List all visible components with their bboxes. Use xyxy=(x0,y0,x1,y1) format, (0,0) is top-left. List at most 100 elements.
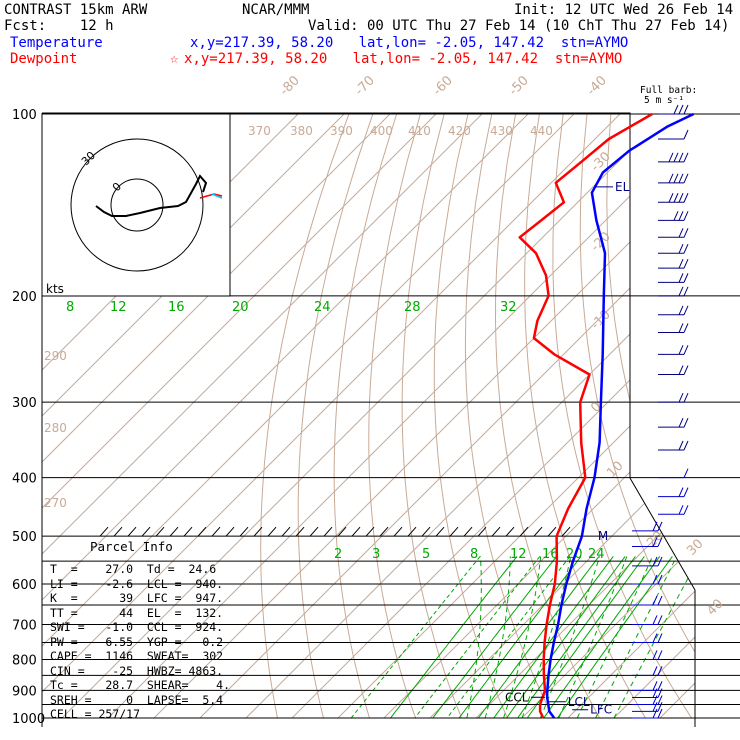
wind-barb-flag xyxy=(673,104,679,115)
wind-barb-flag xyxy=(678,228,684,238)
wind-barb-flag xyxy=(678,286,684,297)
parcel-info-line: SWI = -1.0 CCL = 924. xyxy=(50,620,224,634)
wind-barb-flag xyxy=(657,688,663,698)
isotherm-line xyxy=(291,113,695,719)
dry-adiabat-label: 440 xyxy=(530,124,553,138)
wind-barb-flag xyxy=(657,521,663,532)
wind-barb-flag xyxy=(652,556,658,567)
hodograph-box xyxy=(41,113,231,297)
temperature-profile-line xyxy=(545,112,695,719)
wind-barb-flag xyxy=(678,392,684,403)
mixing-ratio-line xyxy=(432,556,557,719)
wind-barb-flag xyxy=(652,702,658,712)
hatch-mark xyxy=(169,526,179,537)
mixing-ratio-label: 8 xyxy=(470,547,478,562)
isotherm-line xyxy=(42,113,529,719)
ccl-level-label: CCL xyxy=(505,690,529,704)
isotherm-label: -10 xyxy=(588,307,614,333)
parcel-info-line: CIN = -25 HWBZ= 4863. xyxy=(50,663,224,678)
wind-barb-flag xyxy=(657,615,663,625)
wind-barb-flag xyxy=(678,323,684,333)
forecast-hour: Fcst: 12 h xyxy=(4,18,114,34)
wind-barb-flag xyxy=(683,305,689,315)
wind-barb-flag xyxy=(678,305,684,315)
mixing-ratio-line xyxy=(517,556,636,719)
wind-barb-flag xyxy=(652,650,658,660)
wind-barb-flag xyxy=(683,273,689,283)
mixing-ratio-line xyxy=(705,296,740,536)
hatch-mark xyxy=(337,526,347,537)
isotherm-line xyxy=(153,113,695,719)
pressure-tick-label: 1000 xyxy=(12,712,45,727)
wind-barb-flag xyxy=(683,193,689,203)
parcel-info-line: LI = -2.6 LCL = 940. xyxy=(50,576,224,591)
dry-adiabat-line xyxy=(368,113,421,719)
mixing-ratio-label: 16 xyxy=(542,547,559,562)
wind-barb-flag xyxy=(683,211,689,221)
isotherm-line xyxy=(42,113,391,719)
hatch-mark xyxy=(561,526,571,537)
mixing-ratio-line xyxy=(543,556,661,719)
hatch-mark xyxy=(379,526,389,537)
isotherm-line xyxy=(42,113,483,719)
hatch-mark xyxy=(477,526,487,537)
wind-barb-flag xyxy=(683,129,689,140)
wind-barb-flag xyxy=(683,417,689,428)
wind-barb-flag xyxy=(652,537,658,547)
dry-adiabat-line xyxy=(433,113,508,719)
wind-barb-flag xyxy=(657,556,663,567)
hatch-mark xyxy=(323,526,333,537)
hatch-mark xyxy=(197,526,207,537)
moist-adiabat-line xyxy=(503,556,542,719)
isotherm-line xyxy=(42,113,345,719)
isotherm-line xyxy=(42,113,575,719)
wind-barb-flag xyxy=(678,243,684,254)
mixing-ratio-label: 12 xyxy=(110,300,127,315)
wind-barb-flag xyxy=(657,681,663,691)
hatch-mark xyxy=(127,526,137,537)
hatch-mark xyxy=(295,526,305,537)
isotherm-line xyxy=(199,113,695,719)
hatch-mark xyxy=(505,526,515,537)
mixing-ratio-label: 28 xyxy=(404,300,421,315)
moist-adiabat-line xyxy=(521,556,572,719)
hatch-mark xyxy=(449,526,459,537)
isotherm-label: -60 xyxy=(430,73,456,99)
wind-barb-flag xyxy=(678,193,684,203)
wind-barb-flag xyxy=(657,595,663,606)
wind-barb-flag xyxy=(683,468,689,478)
dry-adiabat-label: 390 xyxy=(330,124,353,138)
hatch-mark xyxy=(533,526,543,537)
mixing-ratio-line xyxy=(477,556,600,719)
dry-adiabat-line xyxy=(706,114,740,718)
wind-barb-flag xyxy=(678,417,684,428)
plot-border xyxy=(42,112,696,727)
wind-barb-flag xyxy=(683,440,689,451)
mixing-ratio-label: 5 xyxy=(422,547,430,562)
hatch-mark xyxy=(113,526,123,537)
mixing-ratio-label: 8 xyxy=(66,300,74,315)
dry-adiabat-label: 270 xyxy=(44,496,67,510)
wind-barb-flag xyxy=(657,650,663,660)
wind-barb-flag xyxy=(683,286,689,297)
wind-barb-flag xyxy=(652,708,658,719)
dry-adiabat-line xyxy=(632,113,695,719)
moist-adiabat-line xyxy=(539,556,601,719)
wind-barb-flag xyxy=(673,152,679,163)
dry-adiabat-line xyxy=(464,113,554,719)
mixing-ratio-line xyxy=(458,556,582,719)
moist-adiabat-line xyxy=(558,556,628,719)
hatch-mark xyxy=(463,526,473,537)
wind-barb-flag xyxy=(678,487,684,497)
wind-barb-flag xyxy=(678,258,684,269)
dry-adiabat-label: 370 xyxy=(248,124,271,138)
parcel-info-line: T = 27.0 Td = 24.6 xyxy=(50,562,217,576)
isotherm-label: -70 xyxy=(352,73,378,99)
parcel-info-line: CAPE = 1146 SWEAT= 302 xyxy=(50,649,224,663)
pressure-tick-label: 500 xyxy=(12,530,37,545)
wind-barb-flag xyxy=(652,633,658,643)
dry-adiabat-label: 410 xyxy=(408,124,431,138)
dry-adiabat-line xyxy=(657,113,695,719)
wind-barb-flag xyxy=(683,104,689,115)
mixing-ratio-label: 16 xyxy=(168,300,185,315)
